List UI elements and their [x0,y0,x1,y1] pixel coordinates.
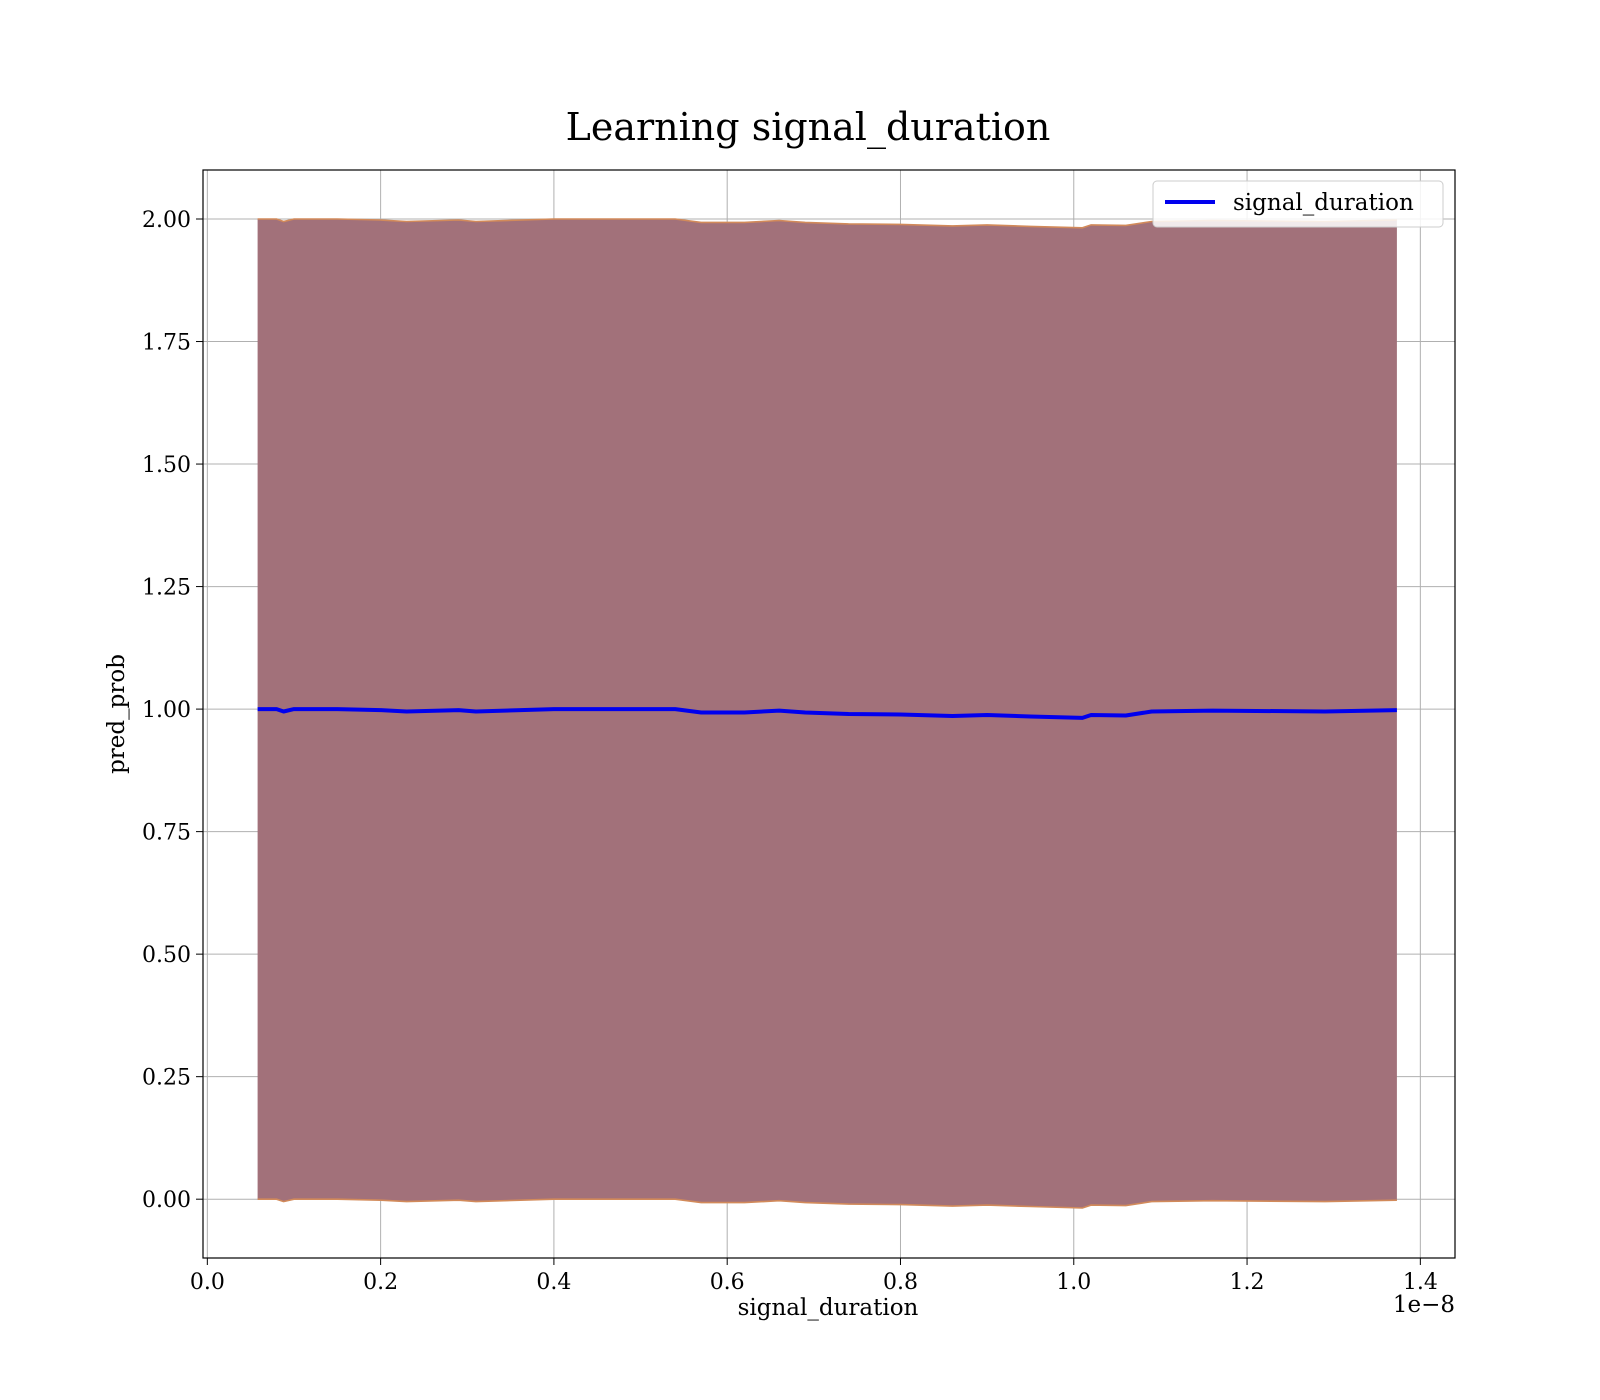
y-axis-label: pred_prob [104,654,130,774]
y-tick-label: 1.25 [142,576,191,601]
plot-frame [202,169,1456,1259]
band-lower-edge [257,1198,1397,1209]
y-axis-ticks: 0.00 0.25 0.50 0.75 1.00 1.25 1.50 1.75 2.00 [142,208,203,1213]
band-upper-edge [257,218,1397,229]
x-axis-ticks: 0.0 0.2 0.4 0.6 0.8 1.0 1.2 1.4 [190,1258,1438,1295]
x-tick-label: 1.4 [1403,1270,1438,1295]
series-lines [257,707,1397,720]
x-axis-label: signal_duration [738,1295,919,1321]
y-tick-label: 1.75 [142,331,191,356]
legend: signal_duration [1152,180,1444,228]
x-axis-offset-label: 1e−8 [1393,1292,1455,1318]
x-tick-label: 0.4 [536,1270,571,1295]
x-tick-label: 0.2 [363,1270,398,1295]
x-tick-label: 1.0 [1056,1270,1091,1295]
y-tick-label: 1.50 [142,453,191,478]
series-line [257,707,1397,720]
x-tick-label: 1.2 [1230,1270,1265,1295]
x-tick-label: 0.6 [710,1270,745,1295]
chart-title: Learning signal_duration [566,105,1051,150]
y-tick-label: 2.00 [142,208,191,233]
y-tick-label: 0.25 [142,1066,191,1091]
y-tick-label: 0.75 [142,821,191,846]
y-tick-label: 0.50 [142,943,191,968]
legend-box [1152,180,1444,228]
y-tick-label: 0.00 [142,1188,191,1213]
legend-label: signal_duration [1233,190,1414,216]
y-tick-label: 1.00 [142,698,191,723]
x-tick-label: 0.0 [190,1270,225,1295]
x-tick-label: 0.8 [883,1270,918,1295]
